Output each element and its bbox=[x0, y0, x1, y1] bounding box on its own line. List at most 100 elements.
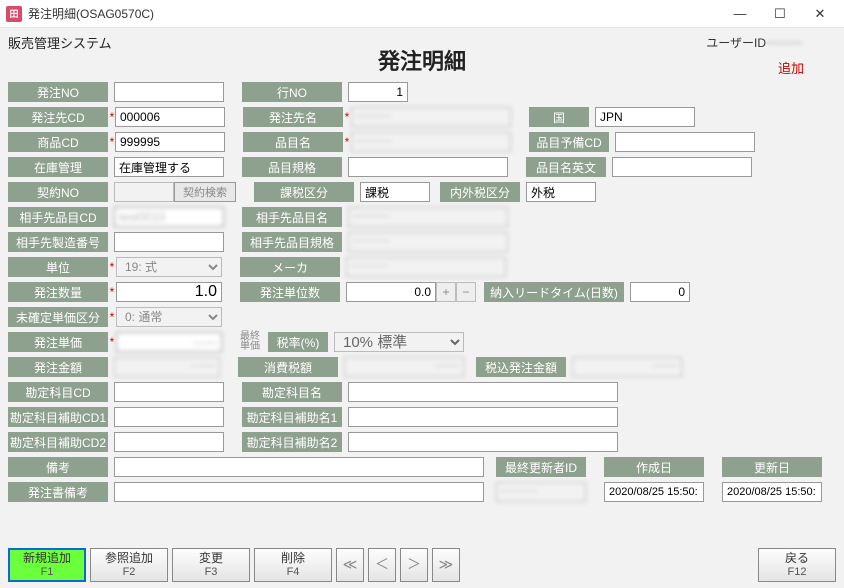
label-partner-item-cd: 相手先品目CD bbox=[8, 207, 108, 227]
account-name-input[interactable] bbox=[348, 382, 618, 402]
label-updated: 更新日 bbox=[722, 457, 822, 477]
account-aux-cd2-input[interactable] bbox=[114, 432, 224, 452]
label-account-cd: 勘定科目CD bbox=[8, 382, 108, 402]
system-name: 販売管理システム bbox=[8, 33, 112, 52]
contract-no-input bbox=[114, 182, 174, 202]
item-spec-input[interactable] bbox=[348, 157, 508, 177]
item-name-value: ——— bbox=[351, 132, 511, 152]
label-vendor-name: 発注先名 bbox=[243, 107, 343, 127]
label-account-aux-name2: 勘定科目補助名2 bbox=[242, 432, 342, 452]
po-remarks-input[interactable] bbox=[114, 482, 484, 502]
label-partner-item-spec: 相手先品目規格 bbox=[242, 232, 342, 252]
qty-decrease-button[interactable]: − bbox=[456, 282, 476, 302]
country-input[interactable] bbox=[595, 107, 695, 127]
f12-back-button[interactable]: 戻る F12 bbox=[758, 548, 836, 582]
line-no-input[interactable] bbox=[348, 82, 408, 102]
vendor-cd-input[interactable] bbox=[115, 107, 225, 127]
required-marker: * bbox=[344, 110, 350, 124]
label-vendor-cd: 発注先CD bbox=[8, 107, 108, 127]
minimize-button[interactable]: — bbox=[720, 2, 760, 26]
label-account-aux-cd2: 勘定科目補助CD2 bbox=[8, 432, 108, 452]
unit-qty-input[interactable] bbox=[346, 282, 436, 302]
f3-key: F3 bbox=[205, 566, 218, 578]
account-cd-input[interactable] bbox=[114, 382, 224, 402]
unconfirmed-price-div-select[interactable]: 0: 通常 bbox=[116, 307, 222, 327]
partner-item-spec-value: ——— bbox=[348, 232, 508, 252]
f2-ref-add-button[interactable]: 参照追加 F2 bbox=[90, 548, 168, 582]
amount-incl-tax-value: —— bbox=[572, 357, 682, 377]
nav-last-button[interactable]: ≫ bbox=[432, 548, 460, 582]
footer-toolbar: 新規追加 F1 参照追加 F2 変更 F3 削除 F4 ≪ ＜ ＞ ≫ 戻る F… bbox=[8, 548, 836, 582]
label-line-no: 行NO bbox=[242, 82, 342, 102]
label-tax-rate: 税率(%) bbox=[268, 332, 328, 352]
maximize-button[interactable]: ☐ bbox=[760, 2, 800, 26]
unit-price-input[interactable] bbox=[116, 332, 222, 352]
label-unit-price: 発注単価 bbox=[8, 332, 108, 352]
required-marker: * bbox=[109, 335, 115, 349]
unit-select[interactable]: 19: 式 bbox=[116, 257, 222, 277]
f1-new-button[interactable]: 新規追加 F1 bbox=[8, 548, 86, 582]
label-in-out-tax: 内外税区分 bbox=[440, 182, 520, 202]
remarks-input[interactable] bbox=[114, 457, 484, 477]
label-amount-incl-tax: 税込発注金額 bbox=[476, 357, 566, 377]
f3-edit-button[interactable]: 変更 F3 bbox=[172, 548, 250, 582]
created-input[interactable] bbox=[604, 482, 704, 502]
label-tax-class: 課税区分 bbox=[254, 182, 354, 202]
label-order-no: 発注NO bbox=[8, 82, 108, 102]
f2-key: F2 bbox=[123, 566, 136, 578]
account-aux-name2-input[interactable] bbox=[348, 432, 618, 452]
f12-key: F12 bbox=[788, 566, 807, 578]
label-inventory: 在庫管理 bbox=[8, 157, 108, 177]
vendor-name-value: ——— bbox=[351, 107, 511, 127]
label-created: 作成日 bbox=[604, 457, 704, 477]
item-name-en-input[interactable] bbox=[612, 157, 752, 177]
f4-delete-button[interactable]: 削除 F4 bbox=[254, 548, 332, 582]
inventory-input[interactable] bbox=[114, 157, 224, 177]
tax-rate-select[interactable]: 10% 標準 bbox=[334, 332, 464, 352]
label-item-spare-cd: 品目予備CD bbox=[529, 132, 609, 152]
required-marker: * bbox=[109, 260, 115, 274]
account-aux-name1-input[interactable] bbox=[348, 407, 618, 427]
nav-prev-button[interactable]: ＜ bbox=[368, 548, 396, 582]
user-id-value: ——— bbox=[766, 35, 836, 49]
f12-label: 戻る bbox=[785, 552, 809, 565]
updated-input[interactable] bbox=[722, 482, 822, 502]
label-unconfirmed-price-div: 未確定単価区分 bbox=[8, 307, 108, 327]
tax-class-input[interactable] bbox=[360, 182, 430, 202]
order-no-input[interactable] bbox=[114, 82, 224, 102]
window-titlebar: 田 発注明細(OSAG0570C) — ☐ ✕ bbox=[0, 0, 844, 28]
account-aux-cd1-input[interactable] bbox=[114, 407, 224, 427]
label-account-aux-name1: 勘定科目補助名1 bbox=[242, 407, 342, 427]
in-out-tax-input[interactable] bbox=[526, 182, 596, 202]
label-item-spec: 品目規格 bbox=[242, 157, 342, 177]
required-marker: * bbox=[109, 285, 115, 299]
label-product-cd: 商品CD bbox=[8, 132, 108, 152]
label-account-name: 勘定科目名 bbox=[242, 382, 342, 402]
f1-key: F1 bbox=[41, 566, 54, 578]
item-spare-cd-input[interactable] bbox=[615, 132, 755, 152]
label-tax-amount: 消費税額 bbox=[238, 357, 338, 377]
qty-increase-button[interactable]: + bbox=[436, 282, 456, 302]
label-item-name: 品目名 bbox=[243, 132, 343, 152]
partner-item-name-value: ——— bbox=[348, 207, 508, 227]
partner-item-cd-input[interactable] bbox=[114, 207, 224, 227]
f1-label: 新規追加 bbox=[23, 552, 71, 565]
f3-label: 変更 bbox=[199, 552, 223, 565]
tax-amount-value: —— bbox=[344, 357, 464, 377]
partner-mfg-no-input[interactable] bbox=[114, 232, 224, 252]
order-qty-input[interactable] bbox=[116, 282, 222, 302]
lead-time-input[interactable] bbox=[630, 282, 690, 302]
nav-next-button[interactable]: ＞ bbox=[400, 548, 428, 582]
user-id-label: ユーザーID bbox=[706, 34, 766, 51]
maker-value: ——— bbox=[346, 257, 506, 277]
label-last-price: 最終 単価 bbox=[240, 332, 268, 352]
label-remarks: 備考 bbox=[8, 457, 108, 477]
app-icon: 田 bbox=[6, 6, 22, 22]
label-contract-no: 契約NO bbox=[8, 182, 108, 202]
label-last-updater: 最終更新者ID bbox=[496, 457, 586, 477]
product-cd-input[interactable] bbox=[115, 132, 225, 152]
label-partner-mfg-no: 相手先製造番号 bbox=[8, 232, 108, 252]
required-marker: * bbox=[344, 135, 350, 149]
close-button[interactable]: ✕ bbox=[800, 2, 840, 26]
nav-first-button[interactable]: ≪ bbox=[336, 548, 364, 582]
